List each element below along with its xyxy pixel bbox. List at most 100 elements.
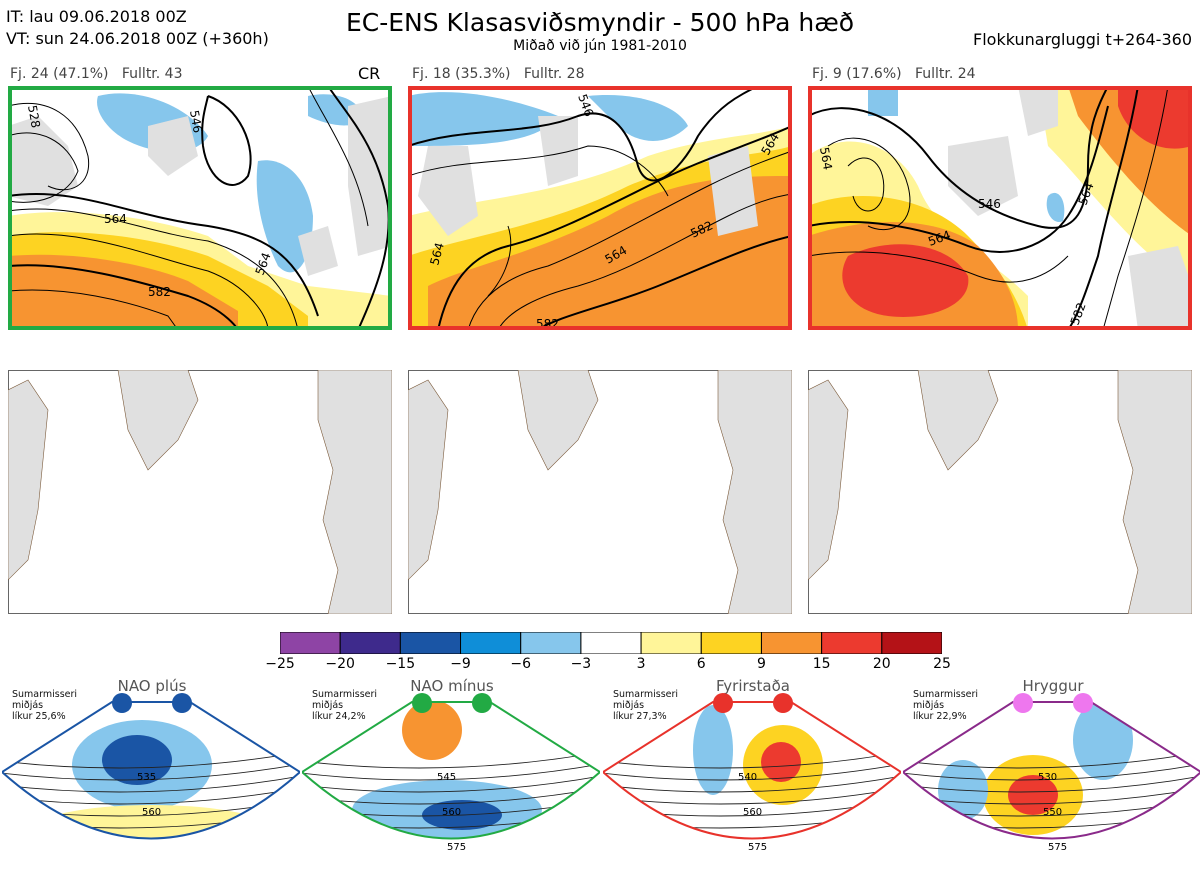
- height-contour: [603, 761, 901, 781]
- height-contour: [903, 761, 1200, 781]
- initial-time: IT: lau 09.06.2018 00Z: [6, 7, 187, 26]
- anomaly-shading: [761, 742, 801, 782]
- colorbar-tick-label: −20: [325, 656, 355, 672]
- colorbar-tick-label: 15: [812, 656, 831, 672]
- colorbar-tick-label: −25: [265, 656, 295, 672]
- regime-marker-dot: [1073, 693, 1093, 713]
- cluster-3-label: Fj. 9 (17.6%) Fulltr. 24: [812, 66, 976, 82]
- height-contour: [302, 773, 600, 793]
- contour-label: 546: [978, 197, 1001, 211]
- height-contour: [603, 821, 901, 839]
- height-contour: [903, 749, 1200, 769]
- anomaly-shading: [402, 702, 462, 760]
- regime-border: [903, 701, 1200, 840]
- height-contour: [903, 773, 1200, 793]
- regime-title: Hryggur: [1022, 677, 1084, 695]
- regime-contour-label: 575: [447, 842, 466, 853]
- regime-border: [603, 701, 901, 840]
- regime-map: 530 550 575: [903, 693, 1200, 853]
- height-contour: [302, 761, 600, 781]
- colorbar-tick-label: 25: [933, 656, 951, 672]
- regime-season-note: Sumarmisseri miðjás líkur 27,3%: [613, 689, 679, 722]
- classification-window: Flokkunargluggi t+264-360: [973, 30, 1192, 49]
- colorbar-tick-label: −3: [570, 656, 592, 672]
- cluster-map-1: 564 582 564 546 528: [8, 86, 392, 330]
- colorbar-swatch: [821, 632, 883, 654]
- contour-label: 546: [187, 109, 205, 134]
- colorbar-swatch: [700, 632, 762, 654]
- colorbar-swatch: [399, 632, 462, 654]
- colorbar-swatch: [580, 632, 642, 654]
- regime-contour-label: 560: [142, 807, 161, 818]
- height-contour: [2, 846, 300, 864]
- anomaly-shading: [1008, 775, 1058, 815]
- regime-title: Fyrirstaða: [716, 677, 790, 695]
- regime-contour-label: 575: [748, 842, 767, 853]
- cluster-2-border: [408, 86, 792, 330]
- regime-marker-dot: [773, 693, 793, 713]
- colorbar-swatch: [339, 632, 401, 654]
- height-contour: [2, 761, 300, 781]
- colorbar: [280, 632, 942, 654]
- height-contour: [603, 773, 901, 793]
- contour-label: 582: [148, 285, 171, 299]
- regime-title: NAO plús: [117, 677, 187, 695]
- colorbar-tick-label: 9: [756, 656, 766, 672]
- regime-contour-label: 540: [738, 772, 757, 783]
- regime-contour-label: 560: [743, 807, 762, 818]
- regime-contour-label: 550: [1043, 807, 1062, 818]
- regime-title: NAO mínus: [410, 677, 494, 695]
- regime-marker-dot: [1013, 693, 1033, 713]
- cluster-2-label: Fj. 18 (35.3%) Fulltr. 28: [412, 66, 585, 82]
- regime-contour-label: 545: [437, 772, 456, 783]
- contour-label: 528: [25, 104, 43, 129]
- base-map-3: [808, 370, 1192, 614]
- regime-contour-label: 530: [1038, 772, 1057, 783]
- regime-marker-dot: [472, 693, 492, 713]
- cluster-3-border: [808, 86, 1192, 330]
- cluster-1-tag: CR: [358, 64, 381, 83]
- regime-map: 545 560 575: [302, 693, 600, 853]
- height-contour: [603, 749, 901, 769]
- colorbar-swatch: [520, 632, 582, 654]
- regime-marker-dot: [112, 693, 132, 713]
- anomaly-shading: [693, 705, 733, 795]
- regime-marker-dot: [713, 693, 733, 713]
- regime-season-note: Sumarmisseri miðjás líkur 25,6%: [12, 689, 78, 722]
- colorbar-tick-label: 6: [696, 656, 706, 672]
- colorbar-tick-label: −15: [385, 656, 416, 672]
- height-contour: [2, 773, 300, 793]
- anomaly-shading: [32, 805, 272, 839]
- regime-season-note: Sumarmisseri miðjás líkur 22,9%: [913, 689, 979, 722]
- regime-map: 540 560 575: [603, 693, 901, 853]
- cluster-map-2: 564 564 582 564 546 582: [408, 86, 792, 330]
- page-subtitle: Miðað við jún 1981-2010: [513, 38, 687, 54]
- colorbar-swatch: [881, 632, 942, 654]
- regime-border: [2, 701, 300, 840]
- colorbar-tick-label: −9: [450, 656, 471, 672]
- cluster-1-border: [8, 86, 392, 330]
- contour-label: 564: [104, 212, 127, 226]
- contour-label: 564: [817, 146, 835, 171]
- regime-season-note: Sumarmisseri miðjás líkur 24,2%: [312, 689, 378, 722]
- regime-contour-label: 535: [137, 772, 156, 783]
- page-title: EC-ENS Klasasviðsmyndir - 500 hPa hæð: [345, 8, 855, 37]
- colorbar-tick-label: −6: [510, 656, 532, 672]
- colorbar-swatch: [280, 632, 341, 654]
- anomaly-shading: [102, 735, 172, 785]
- height-contour: [302, 749, 600, 769]
- base-map-1: [8, 370, 392, 614]
- regime-contour-label: 560: [442, 807, 461, 818]
- regime-border: [302, 701, 600, 840]
- colorbar-swatch: [460, 632, 522, 654]
- cluster-map-3: 564 546 564 564 582: [808, 86, 1192, 330]
- colorbar-swatch: [640, 632, 702, 654]
- cluster-1-label: Fj. 24 (47.1%) Fulltr. 43: [10, 66, 183, 82]
- colorbar-tick-label: 20: [872, 656, 891, 672]
- regime-contour-label: 575: [1048, 842, 1067, 853]
- regime-marker-dot: [412, 693, 432, 713]
- contour-label: 564: [427, 241, 446, 267]
- regime-marker-dot: [172, 693, 192, 713]
- valid-time: VT: sun 24.06.2018 00Z (+360h): [6, 29, 269, 48]
- regime-map: 535 560: [2, 693, 300, 864]
